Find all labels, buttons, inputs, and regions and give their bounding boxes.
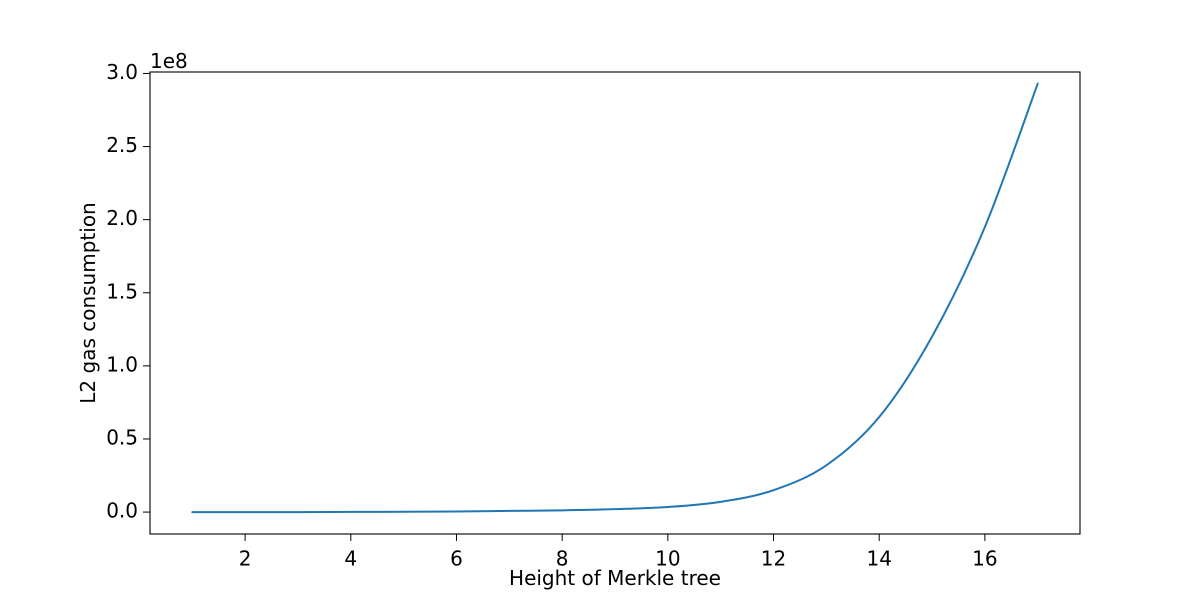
series-point bbox=[456, 511, 457, 512]
x-tick-label: 10 bbox=[655, 547, 680, 571]
series-point bbox=[879, 416, 880, 417]
y-axis-label: L2 gas consumption bbox=[76, 202, 100, 403]
y-tick-label: 3.0 bbox=[106, 60, 138, 84]
x-tick-label: 14 bbox=[866, 547, 891, 571]
y-tick-label: 2.0 bbox=[106, 206, 138, 230]
series-point bbox=[509, 510, 510, 511]
plot-series bbox=[191, 82, 1039, 514]
series-point bbox=[773, 490, 774, 491]
series-point bbox=[245, 511, 246, 512]
series-point bbox=[614, 509, 615, 510]
series-point bbox=[403, 511, 404, 512]
series-point bbox=[931, 336, 932, 337]
x-tick-label: 12 bbox=[761, 547, 786, 571]
series-point bbox=[826, 465, 827, 466]
series-point bbox=[297, 511, 298, 512]
y-tick-label: 1.5 bbox=[106, 279, 138, 303]
y-scale-multiplier: 1e8 bbox=[150, 49, 188, 73]
x-tick-label: 6 bbox=[450, 547, 463, 571]
series-point bbox=[720, 501, 721, 502]
x-tick-label: 2 bbox=[239, 547, 252, 571]
series-point bbox=[192, 511, 193, 512]
x-tick-label: 16 bbox=[972, 547, 997, 571]
series-point bbox=[984, 226, 985, 227]
x-tick-label: 8 bbox=[556, 547, 569, 571]
series-point bbox=[667, 506, 668, 507]
y-tick-label: 0.0 bbox=[106, 499, 138, 523]
series-line bbox=[191, 82, 1039, 514]
series-point bbox=[562, 510, 563, 511]
series-point bbox=[1037, 83, 1038, 84]
x-axis-ticks: 2 4 6 8 10 12 14 16 bbox=[239, 534, 998, 571]
plot-frame bbox=[149, 71, 1081, 535]
y-tick-label: 1.0 bbox=[106, 352, 138, 376]
x-tick-label: 4 bbox=[344, 547, 357, 571]
series-point bbox=[350, 511, 351, 512]
x-axis-label: Height of Merkle tree bbox=[509, 566, 721, 590]
y-tick-label: 2.5 bbox=[106, 133, 138, 157]
y-tick-label: 0.5 bbox=[106, 425, 138, 449]
y-axis-ticks: 0.0 0.5 1.0 1.5 2.0 2.5 3.0 bbox=[106, 60, 150, 523]
